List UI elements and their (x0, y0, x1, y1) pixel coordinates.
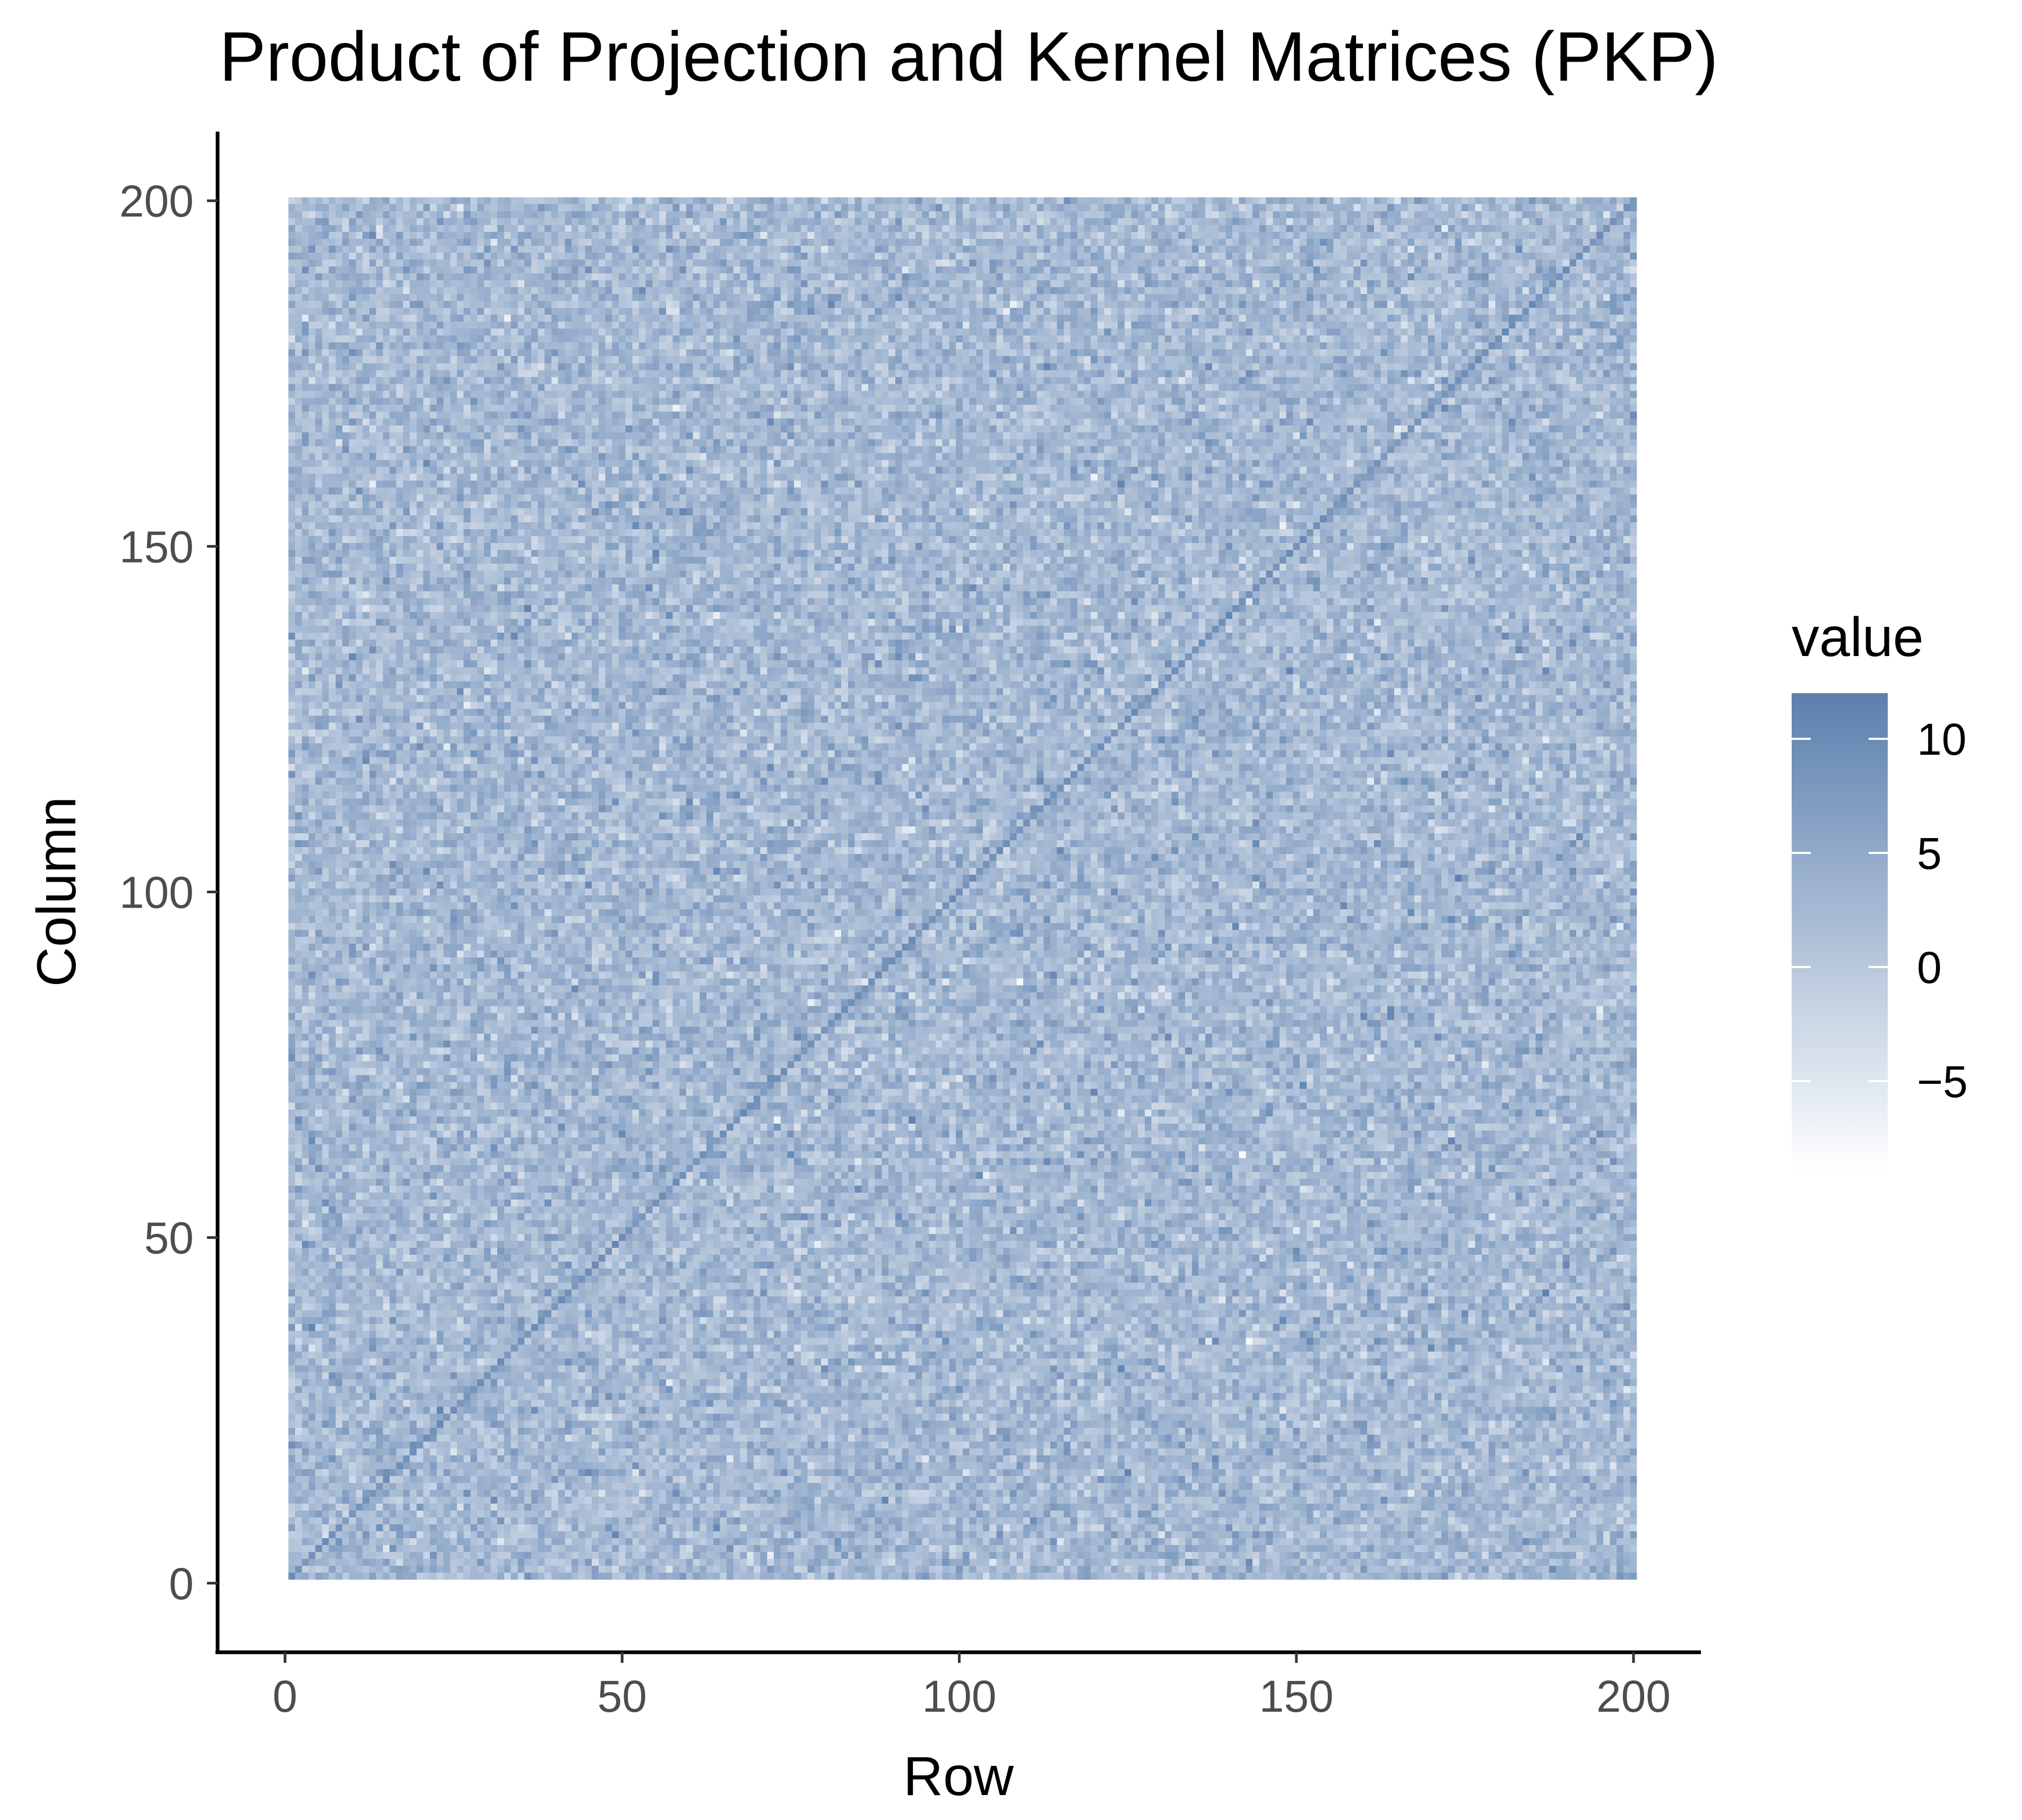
y-tick-label: 150 (119, 522, 194, 572)
y-axis-title: Column (26, 797, 88, 987)
x-tick-label: 0 (273, 1671, 298, 1721)
x-tick-label: 200 (1596, 1671, 1671, 1721)
y-tick-label: 100 (119, 868, 194, 918)
y-tick-label: 0 (169, 1559, 194, 1609)
heatmap (288, 197, 1637, 1580)
x-tick-label: 150 (1259, 1671, 1334, 1721)
y-tick-label: 200 (119, 176, 194, 226)
legend: value 10 5 0 −5 (1792, 607, 1968, 1172)
legend-tick-label: −5 (1917, 1057, 1968, 1107)
y-axis-ticks: 0 50 100 150 200 (119, 176, 218, 1609)
legend-colorbar (1792, 693, 1888, 1172)
x-axis-ticks: 0 50 100 150 200 (273, 1652, 1671, 1721)
heatmap-tiles (288, 197, 1637, 1580)
x-tick-label: 100 (922, 1671, 996, 1721)
legend-tick-label: 5 (1917, 829, 1942, 878)
y-tick-label: 50 (144, 1213, 194, 1263)
chart-title: Product of Projection and Kernel Matrice… (219, 18, 1718, 96)
legend-ticks: 10 5 0 −5 (1792, 714, 1968, 1107)
legend-tick-label: 0 (1917, 943, 1942, 993)
x-tick-label: 50 (598, 1671, 647, 1721)
legend-tick-label: 10 (1917, 714, 1966, 764)
legend-title: value (1792, 607, 1924, 668)
x-axis-title: Row (903, 1746, 1014, 1807)
